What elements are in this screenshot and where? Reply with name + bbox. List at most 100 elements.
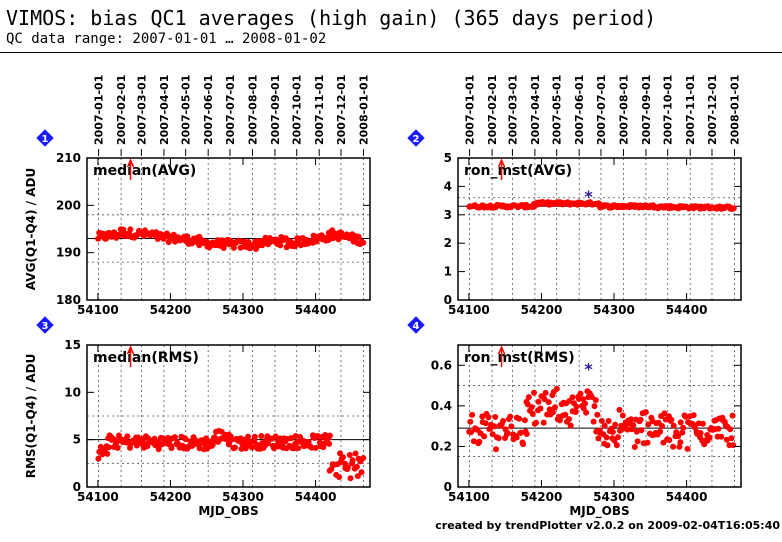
data-point	[124, 433, 131, 440]
data-point	[127, 226, 134, 233]
date-tick-label: 2007-06-01	[202, 75, 215, 145]
date-tick-label: 2007-06-01	[573, 75, 586, 145]
chart-panel-4: * 0 0.2 0.4 0.6 54100 54200 54300 54400 ron_mst(R…	[407, 316, 742, 519]
y-tick-label: 5	[73, 433, 81, 447]
date-tick-label: 2007-08-01	[246, 75, 259, 145]
y-tick-label: 0.2	[431, 439, 452, 453]
date-tick-label: 2007-09-01	[269, 75, 282, 145]
data-point	[182, 436, 189, 443]
data-point	[603, 434, 610, 441]
date-tick-label: 2007-11-01	[313, 75, 326, 145]
x-tick-label: 54400	[666, 303, 708, 317]
chart-panel-2: * 0 1 2 3 4 5 54100 54200 54300 54400 ron_mst(AVG) 2	[407, 129, 742, 317]
data-point	[525, 394, 532, 401]
data-point	[697, 430, 704, 436]
page-title: VIMOS: bias QC1 averages (high gain) (36…	[6, 6, 657, 30]
data-point	[573, 403, 580, 410]
outlier-marker: *	[584, 187, 593, 206]
x-tick-label: 54200	[150, 303, 192, 317]
data-point	[583, 409, 590, 416]
date-tick-label: 2007-01-01	[464, 75, 477, 145]
x-tick-label: 54400	[295, 303, 337, 317]
date-tick-label: 2007-03-01	[506, 75, 519, 145]
data-point	[657, 428, 664, 435]
data-point	[594, 411, 601, 418]
data-point	[211, 434, 218, 441]
data-point	[360, 239, 367, 246]
date-tick-label: 2007-02-01	[115, 75, 128, 145]
badge-diamond	[36, 316, 54, 334]
data-point	[613, 442, 620, 449]
data-point	[346, 452, 353, 458]
data-point	[537, 405, 544, 412]
date-tick-label: 2007-01-01	[93, 75, 106, 145]
data-point	[545, 399, 552, 406]
date-tick-label: 2007-07-01	[224, 75, 237, 145]
trend-arrow-head	[497, 345, 506, 355]
data-point	[336, 474, 343, 480]
data-point	[592, 397, 599, 404]
data-point	[355, 233, 362, 240]
panel-number-badge: 4	[407, 316, 425, 334]
data-point	[482, 420, 489, 427]
y-axis-label: RMS(Q1-Q4) / ADU	[24, 354, 38, 479]
series-label: ron_mst(RMS)	[464, 350, 575, 366]
data-point	[492, 414, 499, 420]
data-point	[347, 475, 354, 482]
data-point	[476, 438, 483, 445]
y-tick-label: 0	[73, 480, 81, 494]
y-tick-label: 200	[56, 198, 81, 212]
data-point	[531, 389, 537, 396]
trend-arrow-head	[126, 345, 135, 355]
badge-number: 2	[413, 134, 420, 145]
trend-arrow-head	[126, 158, 135, 168]
data-point	[679, 429, 686, 436]
data-point	[120, 226, 127, 233]
y-tick-label: 180	[56, 293, 81, 307]
data-point	[144, 443, 151, 450]
date-tick-label: 2008-01-01	[728, 75, 741, 145]
data-point	[481, 433, 488, 440]
data-point	[616, 406, 623, 413]
x-tick-label: 54100	[448, 490, 490, 504]
data-point	[577, 390, 584, 397]
data-point	[353, 463, 360, 470]
date-tick-label: 2008-01-01	[357, 75, 370, 145]
data-point	[508, 423, 515, 430]
data-point	[469, 411, 476, 418]
data-point	[352, 450, 359, 457]
data-point	[624, 426, 631, 433]
data-point	[715, 425, 722, 432]
data-point	[313, 238, 320, 245]
y-tick-label: 210	[56, 151, 81, 165]
data-point	[154, 236, 161, 242]
date-tick-label: 2007-11-01	[684, 75, 697, 145]
data-point	[491, 423, 498, 430]
data-point	[493, 446, 499, 453]
data-point	[529, 411, 536, 417]
panel-number-badge: 3	[36, 316, 54, 334]
data-point	[245, 433, 252, 440]
date-tick-label: 2007-07-01	[595, 75, 608, 145]
x-tick-label: 54300	[222, 303, 264, 317]
data-point	[553, 385, 560, 392]
data-point	[467, 418, 474, 425]
x-tick-label: 54300	[593, 490, 635, 504]
data-point	[670, 422, 677, 429]
data-point	[562, 411, 569, 418]
date-tick-label: 2007-12-01	[706, 75, 719, 145]
data-point	[598, 417, 605, 424]
data-point	[642, 409, 649, 416]
data-point	[340, 454, 346, 461]
date-tick-label: 2007-10-01	[291, 75, 304, 145]
data-point	[360, 455, 367, 461]
data-point	[659, 423, 665, 429]
chart-panel-3: 0 5 10 15 54100 54200 54300 54400 median(RMS) 3 RM…	[24, 316, 371, 519]
data-point	[630, 422, 637, 429]
y-tick-label: 0.6	[431, 358, 452, 372]
footer-credit: created by trendPlotter v2.0.2 on 2009-0…	[435, 519, 780, 532]
data-point	[344, 464, 351, 471]
data-point	[292, 433, 299, 439]
data-point	[666, 437, 673, 444]
x-tick-label: 54400	[295, 490, 337, 504]
